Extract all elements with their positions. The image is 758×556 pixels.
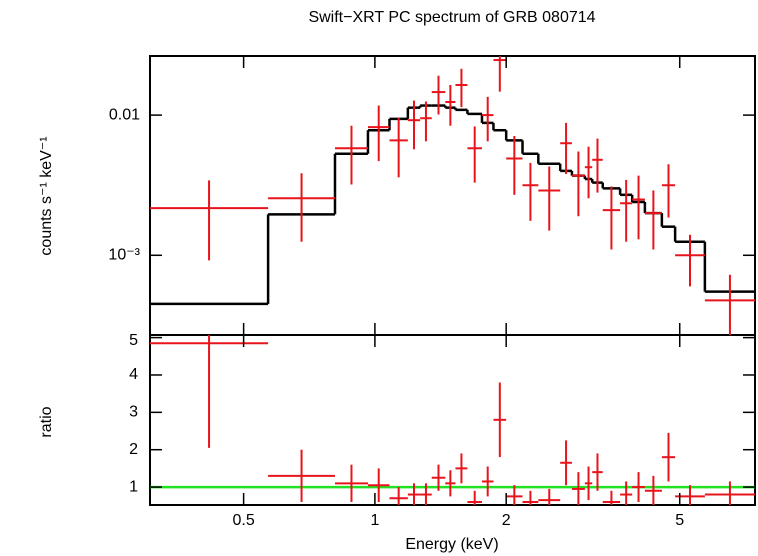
x-axis-label: Energy (keV) — [405, 536, 498, 553]
y2-tick-label: 5 — [129, 332, 138, 349]
y-axis-label: counts s⁻¹ keV⁻¹ — [38, 136, 55, 255]
x-tick-label: 1 — [370, 512, 379, 529]
x-tick-label: 5 — [675, 512, 684, 529]
chart-title: Swift−XRT PC spectrum of GRB 080714 — [308, 9, 595, 26]
spectrum-panel — [150, 56, 755, 335]
x-tick-label: 2 — [502, 512, 511, 529]
x-tick-label: 0.5 — [232, 512, 254, 529]
y2-axis-label: ratio — [38, 406, 55, 437]
ratio-panel — [150, 335, 755, 505]
y2-tick-label: 2 — [129, 441, 138, 458]
bottom-frame — [149, 334, 756, 506]
y-tick-label: 0.01 — [109, 106, 140, 123]
y2-tick-label: 1 — [129, 478, 138, 495]
y-tick-label: 10⁻³ — [108, 247, 140, 264]
y2-tick-label: 3 — [129, 404, 138, 421]
top-frame — [149, 55, 756, 336]
y2-tick-label: 4 — [129, 366, 138, 383]
